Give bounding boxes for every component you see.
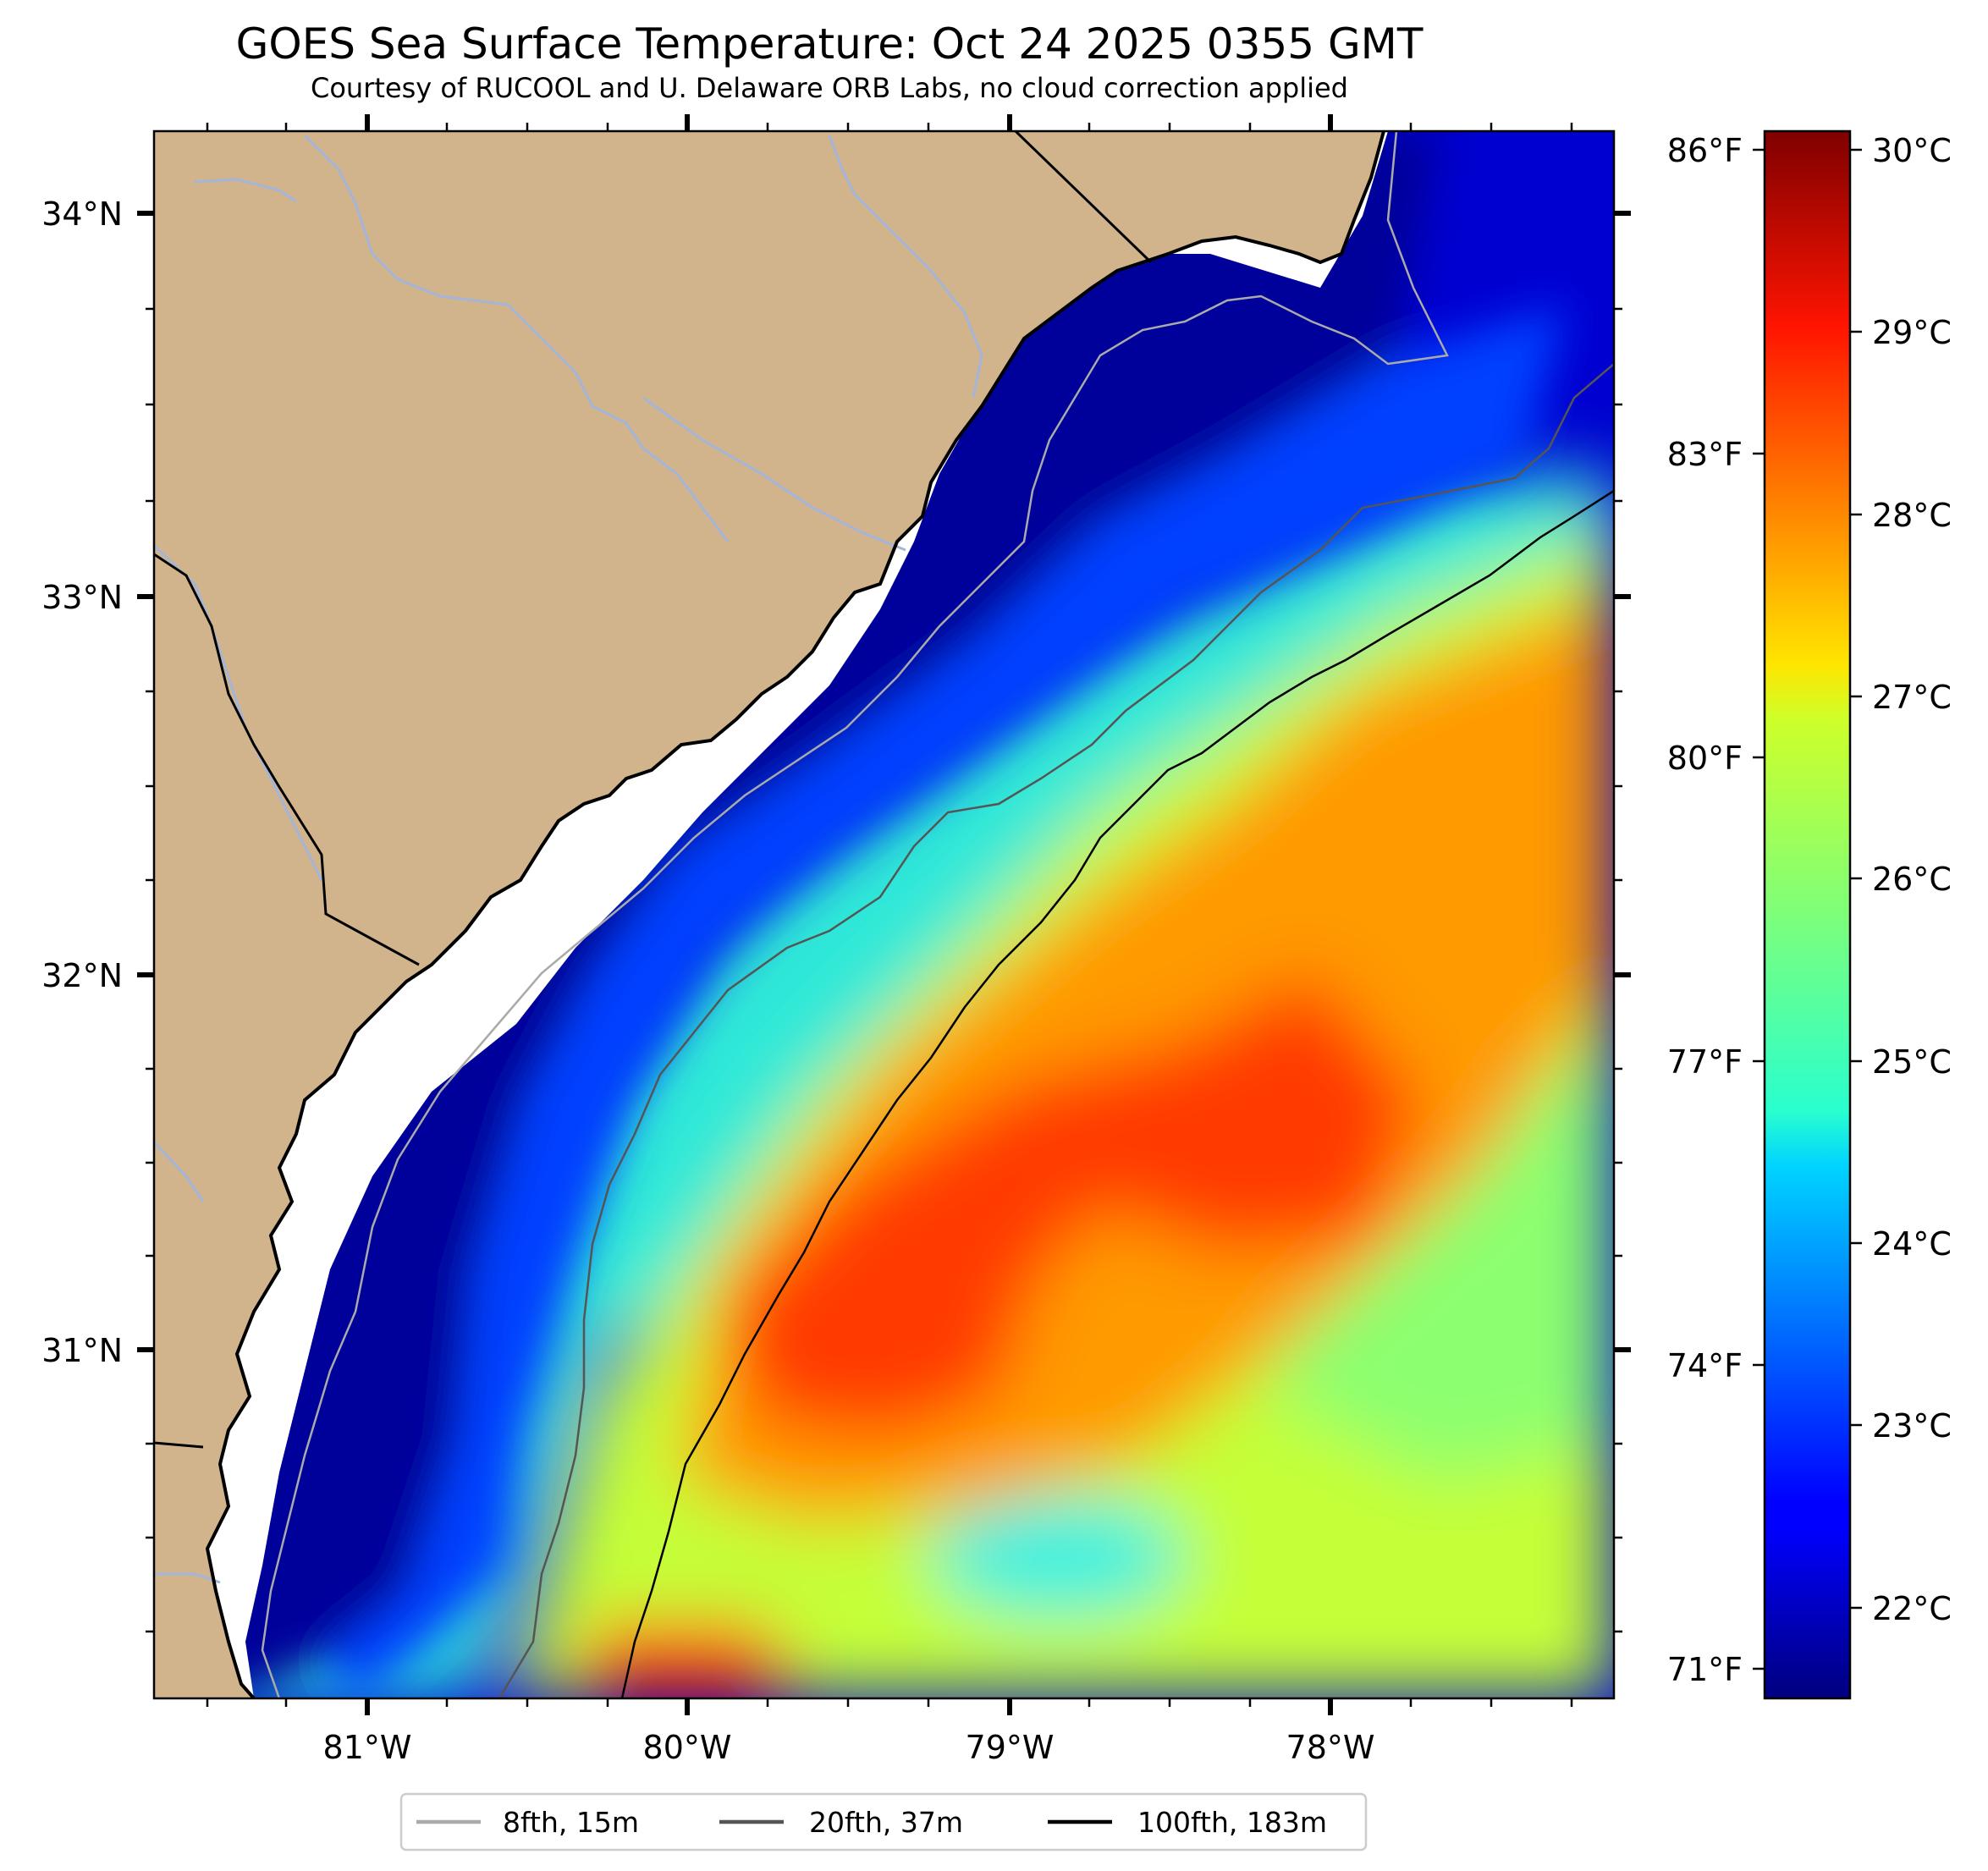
celsius-label: 30°C bbox=[1872, 132, 1952, 169]
contour-legend: 8fth, 15m 20fth, 37m 100fth, 183m bbox=[399, 1792, 1368, 1852]
fahrenheit-label: 86°F bbox=[1667, 132, 1743, 169]
rivers bbox=[154, 134, 983, 1584]
legend-label-20fth: 20fth, 37m bbox=[809, 1806, 963, 1839]
lat-tick-labels: 34°N 33°N 32°N 31°N bbox=[41, 195, 123, 1369]
colorbar-gradient bbox=[1763, 129, 1852, 1700]
map-frame bbox=[152, 129, 1616, 1700]
lat-label: 31°N bbox=[41, 1332, 123, 1369]
state-borders bbox=[154, 131, 1153, 1449]
celsius-label: 28°C bbox=[1872, 497, 1952, 534]
legend-label-100fth: 100fth, 183m bbox=[1137, 1806, 1327, 1839]
celsius-label: 25°C bbox=[1872, 1043, 1952, 1081]
celsius-labels: 30°C 29°C 28°C 27°C 26°C 25°C 24°C 23°C … bbox=[1872, 132, 1952, 1627]
contour-8fth bbox=[261, 131, 1449, 1698]
lat-label: 34°N bbox=[41, 195, 123, 233]
celsius-label: 26°C bbox=[1872, 861, 1952, 898]
legend-label-8fth: 8fth, 15m bbox=[503, 1806, 639, 1839]
contour-20fth bbox=[498, 363, 1614, 1698]
celsius-label: 23°C bbox=[1872, 1407, 1952, 1445]
colorbar: 30°C 29°C 28°C 27°C 26°C 25°C 24°C 23°C … bbox=[1667, 129, 1952, 1700]
celsius-label: 27°C bbox=[1872, 679, 1952, 716]
map-ticks bbox=[137, 114, 1631, 1715]
fahrenheit-label: 71°F bbox=[1667, 1651, 1743, 1688]
map-title: GOES Sea Surface Temperature: Oct 24 202… bbox=[235, 19, 1424, 69]
lon-label: 80°W bbox=[643, 1729, 732, 1766]
fahrenheit-label: 74°F bbox=[1667, 1347, 1743, 1384]
lon-label: 78°W bbox=[1286, 1729, 1375, 1766]
contour-100fth bbox=[620, 489, 1614, 1698]
coastline bbox=[205, 131, 1385, 1698]
celsius-label: 24°C bbox=[1872, 1225, 1952, 1263]
map-subtitle: Courtesy of RUCOOL and U. Delaware ORB L… bbox=[311, 72, 1348, 104]
fahrenheit-label: 83°F bbox=[1667, 436, 1743, 473]
land bbox=[154, 131, 1384, 1698]
fahrenheit-label: 80°F bbox=[1667, 740, 1743, 777]
lat-label: 33°N bbox=[41, 579, 123, 616]
lat-label: 32°N bbox=[41, 957, 123, 994]
fahrenheit-labels: 86°F 83°F 80°F 77°F 74°F 71°F bbox=[1667, 132, 1743, 1688]
fahrenheit-label: 77°F bbox=[1667, 1043, 1743, 1081]
map-area bbox=[154, 131, 1614, 1698]
lon-tick-labels: 81°W 80°W 79°W 78°W bbox=[323, 1729, 1375, 1766]
lon-label: 79°W bbox=[966, 1729, 1055, 1766]
lon-label: 81°W bbox=[323, 1729, 412, 1766]
celsius-label: 29°C bbox=[1872, 314, 1952, 351]
celsius-label: 22°C bbox=[1872, 1590, 1952, 1627]
legend-box bbox=[399, 1792, 1368, 1852]
